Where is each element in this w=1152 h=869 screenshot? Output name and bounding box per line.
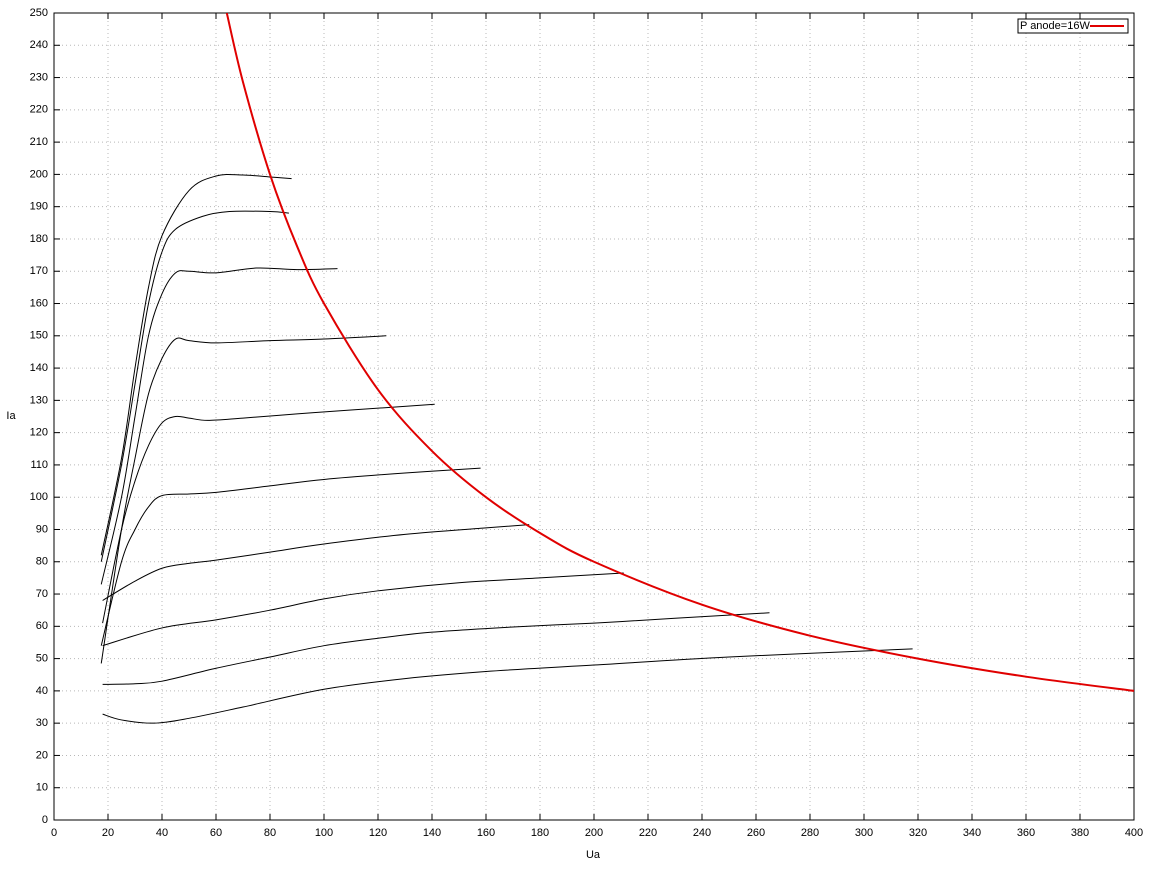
curve: [102, 524, 530, 601]
x-tick-label: 220: [639, 827, 657, 839]
y-tick-label: 70: [36, 588, 48, 600]
x-tick-label: 280: [801, 827, 819, 839]
y-tick-label: 30: [36, 717, 48, 729]
y-tick-label: 0: [42, 814, 48, 826]
y-tick-label: 20: [36, 749, 48, 761]
y-tick-label: 220: [30, 104, 48, 116]
x-tick-label: 240: [693, 827, 711, 839]
x-tick-label: 60: [210, 827, 222, 839]
curve: [102, 403, 435, 624]
y-tick-label: 150: [30, 330, 48, 342]
y-tick-label: 160: [30, 297, 48, 309]
x-tick-label: 260: [747, 827, 765, 839]
plot-frame: [53, 12, 1135, 821]
x-tick-label: 300: [855, 827, 873, 839]
y-tick-label: 80: [36, 556, 48, 568]
y-tick-label: 120: [30, 427, 48, 439]
y-tick-label: 180: [30, 233, 48, 245]
curve: [102, 572, 624, 647]
y-axis-label: Ia: [6, 410, 16, 422]
y-tick-label: 230: [30, 71, 48, 83]
x-tick-label: 40: [156, 827, 168, 839]
x-axis-label: Ua: [586, 849, 601, 861]
x-tick-label: 140: [423, 827, 441, 839]
curve: [225, 13, 1134, 692]
x-tick-label: 80: [264, 827, 276, 839]
y-tick-label: 60: [36, 620, 48, 632]
curve: [100, 267, 338, 585]
y-tick-label: 140: [30, 362, 48, 374]
y-tick-label: 130: [30, 394, 48, 406]
curve: [100, 335, 387, 664]
curve: [102, 648, 913, 724]
x-tick-label: 160: [477, 827, 495, 839]
y-tick-label: 170: [30, 265, 48, 277]
x-tick-label: 180: [531, 827, 549, 839]
y-tick-label: 100: [30, 491, 48, 503]
x-tick-label: 20: [102, 827, 114, 839]
legend-box: [1017, 18, 1129, 34]
x-tick-label: 400: [1125, 827, 1143, 839]
y-tick-label: 10: [36, 782, 48, 794]
y-tick-label: 50: [36, 653, 48, 665]
curve: [100, 467, 481, 646]
y-tick-label: 90: [36, 523, 48, 535]
x-tick-label: 340: [963, 827, 981, 839]
curve: [100, 210, 289, 562]
y-tick-label: 110: [30, 459, 48, 471]
y-tick-label: 250: [30, 7, 48, 19]
x-tick-label: 360: [1017, 827, 1035, 839]
x-tick-label: 200: [585, 827, 603, 839]
y-tick-label: 40: [36, 685, 48, 697]
x-tick-label: 120: [369, 827, 387, 839]
y-tick-label: 240: [30, 39, 48, 51]
x-tick-label: 0: [51, 827, 57, 839]
x-tick-label: 100: [315, 827, 333, 839]
curve: [100, 174, 292, 556]
x-tick-label: 380: [1071, 827, 1089, 839]
y-tick-label: 200: [30, 168, 48, 180]
y-tick-label: 190: [30, 201, 48, 213]
curve: [102, 612, 770, 685]
x-tick-label: 320: [909, 827, 927, 839]
y-tick-label: 210: [30, 136, 48, 148]
legend-label: P anode=16W: [1020, 20, 1090, 32]
